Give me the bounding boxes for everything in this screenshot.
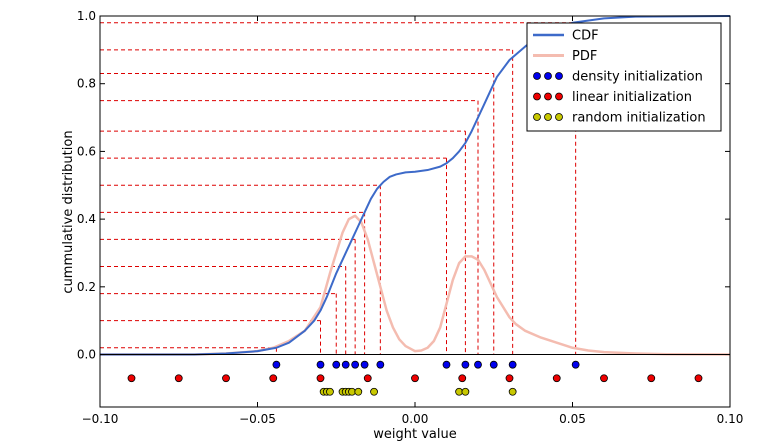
density-marker-0 [272,360,281,369]
series-lines [100,15,731,356]
density-marker-10 [489,360,498,369]
density-marker-1 [316,360,325,369]
x-tick-label-2: 0.00 [402,412,429,426]
density-marker-6 [376,360,385,369]
y-tick-label-4: 0.8 [77,77,96,91]
axis-ticks: −0.10 −0.05 0.00 0.05 0.10 0.0 0.2 0.4 0.6 0.8 1.0 [77,9,743,426]
density-marker-5 [360,360,369,369]
y-tick-label-3: 0.6 [77,144,96,158]
legend: CDF PDF density initialization linear initi… [526,22,722,132]
x-tick-label-4: 0.10 [717,412,744,426]
linear-marker-7 [458,374,467,383]
density-marker-2 [332,360,341,369]
linear-marker-8 [505,374,514,383]
linear-marker-2 [222,374,230,383]
legend-label-0: CDF [572,29,599,44]
random-marker-11 [508,387,517,396]
pdf-line [100,214,731,356]
y-tick-label-2: 0.4 [77,212,96,226]
legend-swatch-4-1 [544,113,552,121]
random-marker-2 [326,387,334,396]
legend-label-1: PDF [572,49,597,64]
x-tick-label-0: −0.10 [82,412,119,426]
random-marker-8 [370,387,378,396]
linear-marker-4 [316,374,325,383]
legend-swatch-2-0 [533,72,541,80]
density-marker-4 [351,360,360,369]
guide-lines [100,22,577,355]
legend-swatch-2-2 [555,72,563,80]
legend-label-4: random initialization [572,111,706,126]
y-axis-label: cummulative distribution [61,130,76,293]
linear-marker-12 [694,374,703,383]
linear-marker-11 [647,374,656,383]
linear-marker-3 [269,374,278,383]
legend-swatch-4-2 [555,113,563,121]
density-marker-12 [571,360,580,369]
x-axis-label: weight value [373,427,456,442]
density-marker-9 [474,360,482,369]
linear-marker-1 [174,374,183,383]
legend-swatch-4-0 [533,113,541,121]
density-marker-11 [508,360,517,369]
initialization-markers [127,360,703,396]
density-marker-7 [442,360,451,369]
x-tick-label-1: −0.05 [239,412,276,426]
legend-swatch-3-1 [544,92,552,101]
legend-swatch-2-1 [544,72,552,80]
linear-marker-6 [411,374,419,383]
legend-swatch-3-0 [533,92,541,101]
y-tick-label-0: 0.0 [77,348,96,362]
y-tick-label-1: 0.2 [77,280,96,294]
linear-marker-9 [552,374,561,383]
density-marker-3 [341,360,350,369]
linear-marker-5 [363,374,372,383]
legend-label-3: linear initialization [572,90,692,105]
linear-marker-0 [127,374,136,383]
y-tick-label-5: 1.0 [77,9,96,23]
random-marker-7 [354,387,363,396]
x-tick-label-3: 0.05 [559,412,586,426]
cdf-line [100,15,731,356]
density-marker-8 [461,360,470,369]
random-marker-10 [461,387,470,396]
legend-swatch-3-2 [555,92,563,101]
legend-label-2: density initialization [572,70,703,85]
linear-marker-10 [600,374,608,383]
